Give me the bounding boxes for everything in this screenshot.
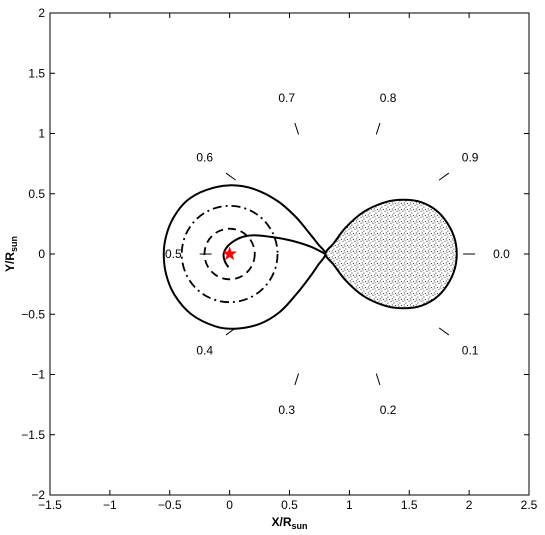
y-tick-label: 2 (38, 6, 45, 20)
x-tick-label: 0.5 (281, 498, 298, 512)
y-tick-label: −1.5 (21, 428, 45, 442)
phase-tick (294, 122, 300, 135)
phase-tick (294, 373, 300, 386)
phase-tick (438, 327, 450, 336)
y-tick-label: −1 (31, 368, 45, 382)
plot-frame (49, 12, 530, 496)
phase-label: 0.0 (493, 247, 510, 261)
x-tick-label: −0.5 (158, 498, 182, 512)
phase-label: 0.2 (380, 403, 397, 417)
phase-tick (225, 172, 236, 181)
phase-label: 0.1 (462, 343, 479, 357)
x-tick-label: −1 (103, 498, 117, 512)
y-tick-label: 1 (38, 127, 45, 141)
central-star (222, 246, 238, 261)
dashdot-circle (180, 204, 279, 304)
y-tick-label: −2 (31, 488, 45, 502)
phase-tick (225, 327, 236, 336)
y-axis-title: Y/Rsun (3, 236, 19, 272)
phase-label: 0.8 (380, 91, 397, 105)
x-tick-label: 2 (466, 498, 473, 512)
axis-ticks: −1.5 −1 −0.5 0 0.5 1 1.5 2 2.5−2−1.5−1−0.500.511… (21, 6, 537, 512)
phase-label: 0.4 (196, 343, 213, 357)
phase-tick (375, 373, 381, 386)
data-layer (162, 184, 458, 330)
x-tick-label: 1.5 (401, 498, 418, 512)
x-tick-label: −1.5 (38, 498, 62, 512)
phase-label: 0.7 (278, 91, 295, 105)
phase-markers: 0.0 0.1 0.2 0.3 0.4 0.5 0.6 0.7 0.8 0.9 (165, 91, 510, 417)
phase-label: 0.6 (196, 151, 213, 165)
phase-tick (375, 122, 381, 135)
y-tick-label: 1.5 (28, 66, 45, 80)
phase-label: 0.5 (165, 247, 182, 261)
y-tick-label: 0.5 (28, 187, 45, 201)
secondary-roche-lobe (324, 198, 458, 310)
x-tick-label: 0 (226, 498, 233, 512)
accretion-stream (222, 234, 326, 268)
phase-tick (438, 172, 450, 181)
phase-label: 0.9 (462, 151, 479, 165)
x-tick-label: 2.5 (521, 498, 538, 512)
y-tick-label: 0 (38, 247, 45, 261)
x-tick-label: 1 (346, 498, 353, 512)
primary-roche-lobe (162, 184, 327, 330)
y-tick-label: −0.5 (21, 307, 45, 321)
x-axis-title: X/Rsun (271, 515, 307, 531)
phase-label: 0.3 (278, 403, 295, 417)
